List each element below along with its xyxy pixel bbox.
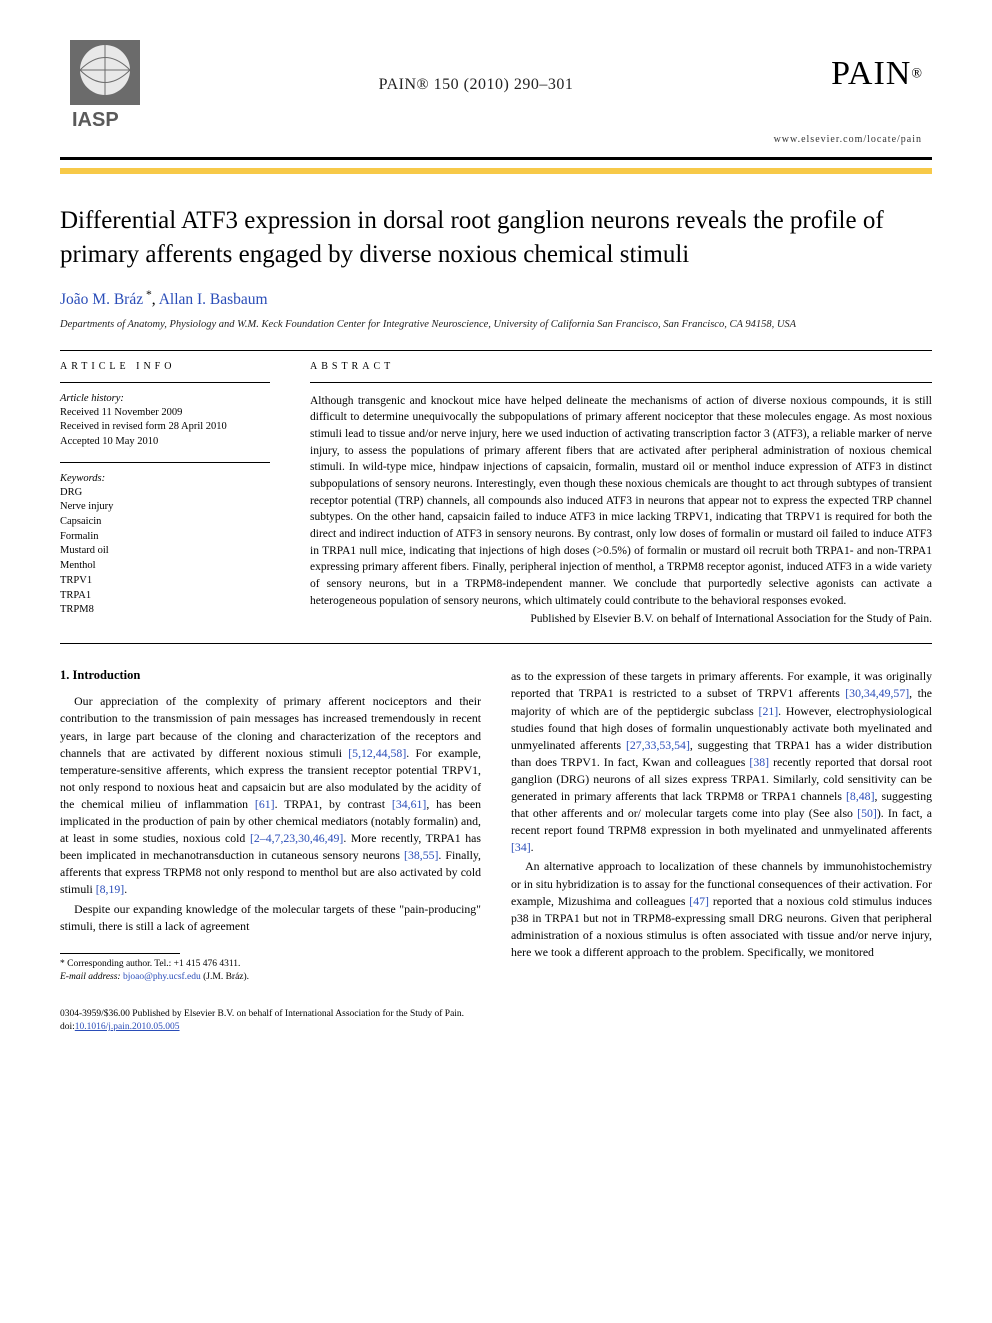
author-link-2[interactable]: Allan I. Basbaum [159, 291, 268, 308]
body-paragraph: as to the expression of these targets in… [511, 668, 932, 856]
email-label: E-mail address: [60, 972, 121, 982]
abstract-text: Although transgenic and knockout mice ha… [310, 393, 932, 610]
keyword: Mustard oil [60, 544, 270, 559]
journal-url[interactable]: www.elsevier.com/locate/pain [60, 130, 932, 145]
history-label: Article history: [60, 393, 270, 404]
header-row: IASP PAIN® 150 (2010) 290–301 PAIN® [60, 40, 932, 130]
doi-prefix: doi: [60, 1022, 75, 1032]
page-footer: 0304-3959/$36.00 Published by Elsevier B… [60, 1008, 932, 1034]
divider [310, 382, 932, 383]
article-title: Differential ATF3 expression in dorsal r… [60, 204, 932, 272]
body-paragraph: An alternative approach to localization … [511, 858, 932, 961]
history-revised: Received in revised form 28 April 2010 [60, 420, 270, 435]
abstract-block: ABSTRACT Although transgenic and knockou… [310, 361, 932, 626]
doi-link[interactable]: 10.1016/j.pain.2010.05.005 [75, 1022, 180, 1032]
keyword: Nerve injury [60, 500, 270, 515]
body-columns: 1. Introduction Our appreciation of the … [60, 668, 932, 984]
keyword: Capsaicin [60, 515, 270, 530]
history-received: Received 11 November 2009 [60, 406, 270, 421]
pain-logo: PAIN® [802, 55, 922, 115]
divider [60, 462, 270, 463]
divider [60, 643, 932, 644]
history-accepted: Accepted 10 May 2010 [60, 435, 270, 450]
abstract-label: ABSTRACT [310, 361, 932, 372]
divider [60, 350, 932, 351]
body-paragraph: Despite our expanding knowledge of the m… [60, 901, 481, 935]
column-left: 1. Introduction Our appreciation of the … [60, 668, 481, 984]
journal-header: IASP PAIN® 150 (2010) 290–301 PAIN® www.… [60, 40, 932, 160]
journal-citation: PAIN® 150 (2010) 290–301 [150, 76, 802, 94]
keyword: Formalin [60, 530, 270, 545]
corr-email-who: (J.M. Bráz). [203, 972, 249, 982]
corresponding-footnote: * Corresponding author. Tel.: +1 415 476… [60, 958, 481, 985]
keyword: TRPA1 [60, 589, 270, 604]
keyword: DRG [60, 486, 270, 501]
article-info-block: ARTICLE INFO Article history: Received 1… [60, 361, 270, 626]
corresponding-mark: * [143, 288, 152, 301]
pain-logo-word: PAIN [831, 55, 911, 92]
footnote-rule [60, 953, 180, 954]
corr-email-link[interactable]: bjoao@phy.ucsf.edu [123, 972, 201, 982]
iasp-logo: IASP [70, 40, 150, 130]
meta-abstract-row: ARTICLE INFO Article history: Received 1… [60, 361, 932, 626]
column-right: as to the expression of these targets in… [511, 668, 932, 984]
journal-citation-text: PAIN® 150 (2010) 290–301 [379, 76, 574, 93]
abstract-publisher: Published by Elsevier B.V. on behalf of … [310, 613, 932, 625]
divider [60, 382, 270, 383]
article-info-label: ARTICLE INFO [60, 361, 270, 372]
affiliation: Departments of Anatomy, Physiology and W… [60, 319, 932, 330]
author-link-1[interactable]: João M. Bráz [60, 291, 143, 308]
keyword: TRPM8 [60, 603, 270, 618]
accent-bar [60, 168, 932, 174]
copyright-line: 0304-3959/$36.00 Published by Elsevier B… [60, 1008, 932, 1021]
keyword: Menthol [60, 559, 270, 574]
body-paragraph: Our appreciation of the complexity of pr… [60, 693, 481, 898]
authors-line: João M. Bráz *, Allan I. Basbaum [60, 288, 932, 309]
keywords-label: Keywords: [60, 473, 270, 484]
keyword: TRPV1 [60, 574, 270, 589]
iasp-text: IASP [72, 109, 119, 130]
registered-icon: ® [911, 67, 922, 82]
section-heading-intro: 1. Introduction [60, 668, 481, 683]
corr-tel: * Corresponding author. Tel.: +1 415 476… [60, 958, 481, 971]
